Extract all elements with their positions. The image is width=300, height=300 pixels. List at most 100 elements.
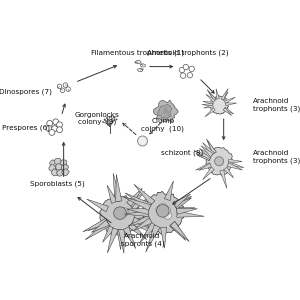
Polygon shape [207,89,216,101]
Polygon shape [60,160,67,166]
Circle shape [157,205,169,217]
Polygon shape [204,105,213,108]
Polygon shape [194,151,211,160]
Polygon shape [216,89,219,99]
Circle shape [109,116,110,118]
Circle shape [180,73,186,78]
Polygon shape [177,211,204,217]
Polygon shape [199,163,211,170]
Circle shape [57,84,62,89]
Text: Arachnoid
sporonts (4): Arachnoid sporonts (4) [121,233,164,247]
Polygon shape [176,208,197,214]
Polygon shape [85,221,110,240]
Polygon shape [203,101,213,105]
Circle shape [189,66,194,72]
Circle shape [111,116,112,117]
Polygon shape [153,100,178,122]
Polygon shape [205,108,215,117]
Circle shape [215,157,224,166]
Circle shape [119,207,128,216]
Circle shape [53,119,59,125]
Polygon shape [61,164,68,171]
Polygon shape [221,88,228,100]
Polygon shape [170,221,185,237]
Polygon shape [123,227,136,249]
Circle shape [52,126,58,131]
Circle shape [165,107,167,109]
Polygon shape [169,222,186,240]
Polygon shape [222,92,228,100]
Polygon shape [135,60,141,64]
Polygon shape [208,141,216,154]
Polygon shape [128,191,145,208]
Polygon shape [56,164,63,170]
Polygon shape [55,158,62,165]
Polygon shape [128,223,147,240]
Polygon shape [56,169,64,176]
Circle shape [46,126,52,131]
Circle shape [60,88,65,92]
Text: Clump
colony  (10): Clump colony (10) [141,118,184,132]
Circle shape [164,112,165,114]
Polygon shape [199,148,212,158]
Circle shape [57,122,62,128]
Polygon shape [127,208,149,214]
Circle shape [66,87,70,92]
Polygon shape [202,103,213,106]
Circle shape [165,110,167,112]
Text: schizont (8): schizont (8) [160,149,203,155]
Polygon shape [100,195,142,235]
Circle shape [156,206,164,214]
Polygon shape [173,194,190,208]
Polygon shape [92,220,109,233]
Polygon shape [174,198,191,209]
Polygon shape [142,191,184,235]
Text: Gorgonlocks
colony  (9): Gorgonlocks colony (9) [75,112,120,125]
Polygon shape [170,221,189,242]
Polygon shape [206,94,215,102]
Polygon shape [52,169,58,176]
Polygon shape [209,92,216,101]
Polygon shape [203,167,214,180]
Circle shape [169,112,170,113]
Circle shape [165,108,167,109]
Circle shape [104,119,106,121]
Polygon shape [88,219,109,231]
Circle shape [183,64,188,70]
Text: Arachnoid
trophonts (3): Arachnoid trophonts (3) [253,150,300,164]
Polygon shape [158,104,172,119]
Polygon shape [196,163,211,170]
Text: Ameboid trophonts (2): Ameboid trophonts (2) [147,50,228,56]
Circle shape [104,119,105,120]
Polygon shape [140,223,157,243]
Circle shape [167,111,168,112]
Polygon shape [164,181,173,201]
Circle shape [164,110,165,112]
Polygon shape [132,217,157,228]
Circle shape [106,118,108,119]
Circle shape [116,210,124,218]
Circle shape [167,114,169,116]
Circle shape [57,127,62,133]
Circle shape [114,117,115,118]
Polygon shape [134,213,155,219]
Polygon shape [229,159,242,164]
Circle shape [138,136,148,146]
Polygon shape [174,196,192,208]
Polygon shape [113,173,121,202]
Circle shape [166,110,168,112]
Polygon shape [107,185,117,203]
Text: Arachnoid
trophonts (3): Arachnoid trophonts (3) [253,98,300,112]
Polygon shape [176,208,195,214]
Polygon shape [118,229,124,253]
Polygon shape [117,230,123,250]
Circle shape [187,73,193,78]
Polygon shape [49,164,56,172]
Polygon shape [202,142,214,155]
Polygon shape [134,218,152,231]
Circle shape [49,130,55,135]
Polygon shape [131,219,158,235]
Circle shape [164,211,172,219]
Circle shape [169,113,170,115]
Polygon shape [197,155,211,161]
